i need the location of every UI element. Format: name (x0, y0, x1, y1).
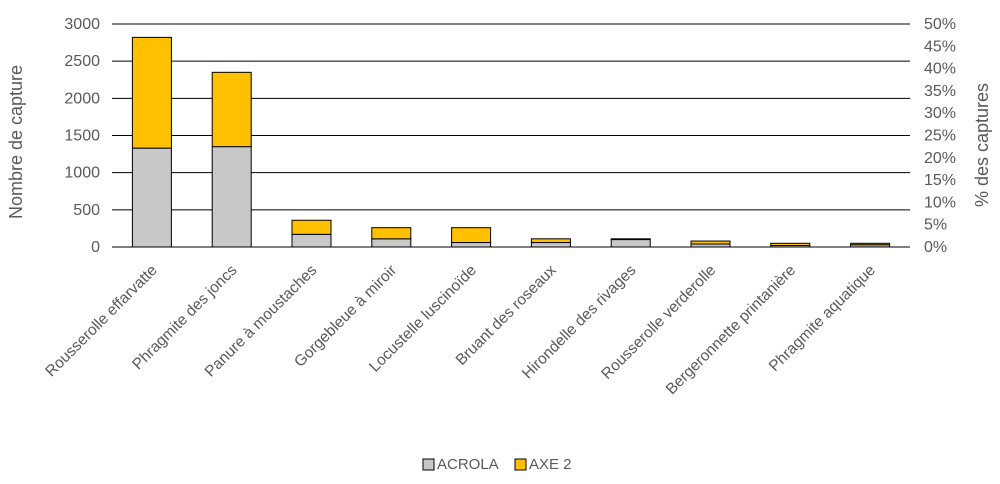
legend-swatch (422, 458, 435, 471)
y2-tick-label: 45% (924, 38, 956, 55)
y2-tick-label: 30% (924, 105, 956, 122)
y-tick-label: 1000 (64, 165, 100, 182)
bar-acrola (291, 233, 332, 248)
bar-axe2 (530, 238, 571, 244)
y2-tick-label: 25% (924, 128, 956, 145)
bar-axe2 (770, 242, 811, 247)
bar-acrola (131, 147, 172, 248)
bar-axe2 (451, 227, 492, 244)
y2-tick-label: 15% (924, 172, 956, 189)
bar-acrola (211, 146, 252, 248)
y-axis-ticks: 0 500 1000 1500 2000 2500 3000 (64, 16, 100, 256)
y2-tick-label: 10% (924, 194, 956, 211)
y-tick-label: 2000 (64, 90, 100, 107)
legend-swatch (514, 458, 527, 471)
x-category-label: Bergeronnette printanière (663, 262, 799, 398)
y2-tick-label: 40% (924, 61, 956, 78)
y-axis-title: Nombre de capture (6, 65, 26, 219)
bar-acrola (371, 238, 412, 248)
y2-axis-ticks: 0% 5% 10% 15% 20% 25% 30% 35% 40% 45% 50% (924, 16, 956, 256)
y2-tick-label: 20% (924, 150, 956, 167)
bar-axe2 (131, 36, 172, 149)
bar-axe2 (610, 238, 651, 241)
legend: ACROLA AXE 2 (422, 456, 572, 473)
bar-axe2 (371, 227, 412, 240)
bar-acrola (530, 242, 571, 248)
y-tick-label: 500 (73, 202, 100, 219)
legend-label: ACROLA (437, 456, 499, 473)
y2-tick-label: 50% (924, 16, 956, 33)
bar-axe2 (291, 219, 332, 235)
y-tick-label: 3000 (64, 16, 100, 33)
legend-label: AXE 2 (529, 456, 572, 473)
y-tick-label: 0 (91, 239, 100, 256)
bar-axe2 (211, 71, 252, 148)
y2-tick-label: 35% (924, 83, 956, 100)
y2-tick-label: 5% (924, 217, 947, 234)
y2-tick-label: 0% (924, 239, 947, 256)
y2-axis-title: % des captures (972, 83, 992, 207)
bar-acrola (451, 242, 492, 248)
bars (131, 36, 891, 248)
bar-axe2 (690, 240, 731, 245)
bar-axe2 (850, 242, 891, 246)
bar-acrola (610, 239, 651, 248)
y-tick-label: 2500 (64, 53, 100, 70)
y-tick-label: 1500 (64, 128, 100, 145)
